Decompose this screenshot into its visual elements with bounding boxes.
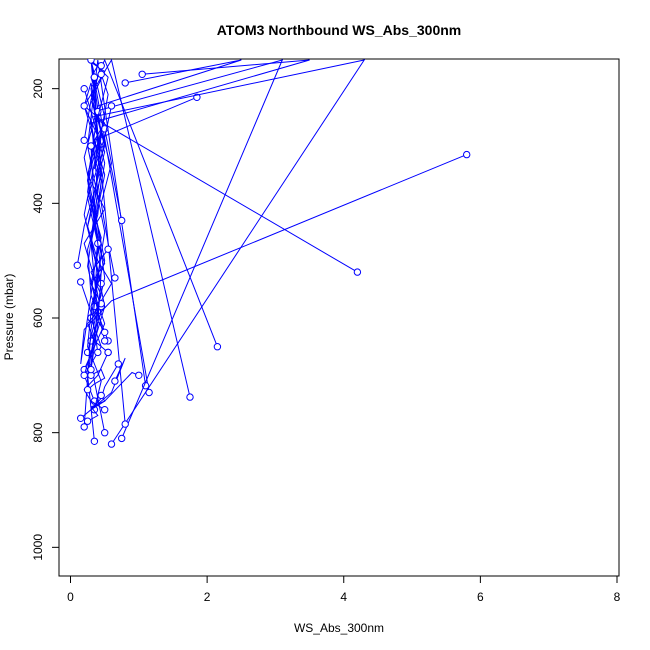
series-line [83,88,106,284]
data-point [114,360,123,368]
series-line [93,74,112,170]
y-tick-label: 600 [31,308,45,328]
series-line [83,111,102,427]
series-15 [73,61,106,269]
data-point [80,136,88,145]
data-point [87,365,95,374]
data-point [104,245,112,253]
x-tick-label: 0 [67,590,74,604]
x-tick-label: 6 [477,590,484,604]
data-point [83,386,92,394]
data-point [80,102,88,110]
data-point [80,423,88,431]
data-point [138,70,146,79]
x-tick-label: 8 [614,590,621,604]
data-point [90,437,99,445]
series-line [90,243,106,304]
series-line [87,395,106,422]
series-line [76,65,106,266]
data-point [97,61,105,70]
series-18 [90,357,126,411]
series-layer [73,59,471,448]
data-point [97,279,105,288]
y-tick-label: 1000 [31,534,45,561]
data-point [104,348,112,357]
x-axis-label: WS_Abs_300nm [294,621,384,635]
data-point [87,142,95,150]
series-line [87,368,106,391]
data-point [77,414,85,422]
series-line [80,281,102,410]
series-28 [83,368,106,394]
data-point [107,440,116,448]
data-point [87,59,95,64]
x-tick-label: 2 [204,590,211,604]
data-point [97,391,105,400]
series-line [83,59,242,353]
data-point [101,406,109,414]
data-point [111,377,119,385]
data-point [111,274,119,282]
data-point [118,216,126,225]
x-tick-label: 4 [340,590,347,604]
data-point [107,102,116,110]
data-point [118,434,126,443]
data-point [463,150,471,159]
y-tick-label: 400 [31,193,45,213]
series-line [80,371,139,419]
series-29 [87,142,102,374]
series-9 [87,59,366,448]
plot-box [58,58,620,577]
series-21 [93,70,116,170]
series-0 [80,59,471,364]
data-point [121,420,129,428]
data-point [94,348,102,357]
data-point [97,70,105,79]
series-line [90,357,126,411]
y-tick-label: 200 [31,78,45,98]
x-axis: 0 2 4 6 8 [67,575,621,604]
data-point [101,328,109,336]
data-point [83,417,92,425]
data-point [77,278,85,286]
data-point [80,85,88,93]
data-point [135,371,143,379]
series-27 [83,391,106,425]
data-point [186,393,194,401]
series-line [80,59,467,364]
series-26 [80,85,106,288]
data-point [101,429,109,437]
data-point [73,261,82,269]
data-point [353,268,362,276]
y-axis-label: Pressure (mbar) [2,274,16,361]
series-line [100,128,116,278]
data-point [213,343,222,351]
data-point [80,371,88,379]
y-tick-label: 800 [31,422,45,442]
chart-title: ATOM3 Northbound WS_Abs_300nm [217,22,462,38]
series-6 [83,59,242,357]
series-line [87,59,366,445]
series-line [90,145,102,370]
data-point [101,337,109,345]
series-1 [83,82,362,405]
series-line [83,82,358,402]
y-axis: 200 400 600 800 1000 [31,78,60,561]
data-point [121,79,129,87]
series-14 [80,107,102,431]
series-17 [77,371,143,422]
